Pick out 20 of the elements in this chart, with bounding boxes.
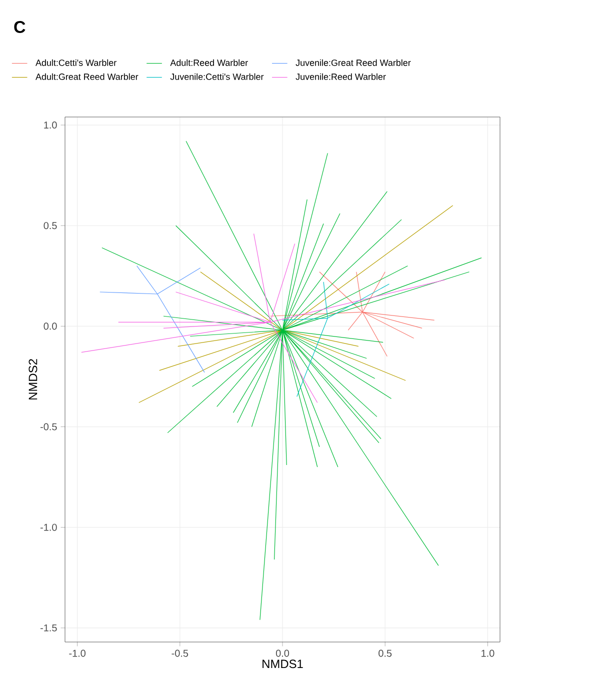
chart-title: C (14, 20, 26, 33)
y-tick-label: -0.5 (40, 423, 57, 430)
x-tick-label: -1.0 (69, 650, 86, 657)
x-axis-title: NMDS1 (262, 660, 303, 668)
legend-label: Juvenile:Reed Warbler (296, 73, 386, 80)
x-tick-label: 1.0 (482, 650, 494, 657)
x-tick-label: -0.5 (172, 650, 188, 657)
y-tick-label: 0.5 (44, 222, 57, 230)
y-tick-label: -1.5 (40, 624, 57, 632)
legend-label: Adult:Great Reed Warbler (36, 73, 138, 80)
x-tick-label: 0.0 (276, 650, 290, 657)
x-tick-label: 0.5 (378, 650, 392, 657)
legend-label: Juvenile:Cetti's Warbler (170, 73, 264, 80)
y-tick-label: -1.0 (40, 524, 57, 531)
legend-label: Adult:Cetti's Warbler (36, 59, 116, 66)
y-tick-label: 0.0 (44, 322, 57, 330)
y-axis-title: NMDS2 (28, 359, 38, 400)
y-tick-label: 1.0 (44, 122, 57, 129)
legend-label: Adult:Reed Warbler (170, 59, 248, 66)
legend-label: Juvenile:Great Reed Warbler (296, 59, 411, 66)
